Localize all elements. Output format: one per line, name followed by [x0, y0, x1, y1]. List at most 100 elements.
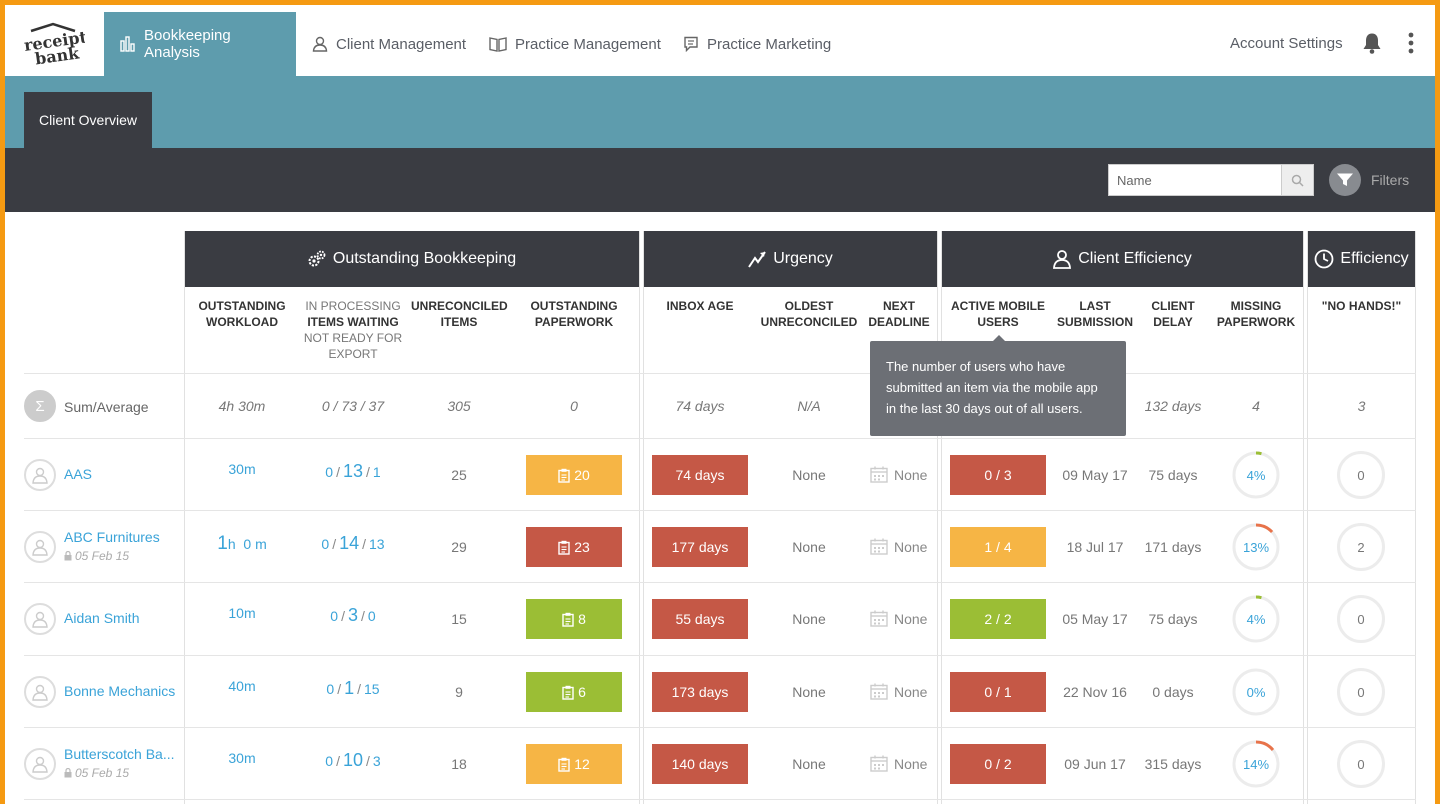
- col-last-submission[interactable]: LAST SUBMISSION: [1055, 298, 1135, 330]
- row-divider: [24, 510, 1416, 511]
- next-deadline-value: None: [870, 755, 927, 772]
- clipboard-icon: [562, 685, 574, 700]
- inbox-age-badge[interactable]: 74 days: [652, 455, 748, 495]
- progress-ring: [1232, 523, 1280, 571]
- group-title: Efficiency: [1340, 250, 1409, 267]
- deadline-text: None: [894, 466, 928, 483]
- mobile-users-badge[interactable]: 2 / 2: [950, 599, 1046, 639]
- nav-bookkeeping-analysis[interactable]: Bookkeeping Analysis: [104, 12, 296, 76]
- receipt-bank-logo[interactable]: receipt bank: [23, 21, 89, 68]
- col-next-deadline[interactable]: NEXT DEADLINE: [865, 298, 933, 330]
- inbox-age-badge[interactable]: 173 days: [652, 672, 748, 712]
- lock-icon: [64, 551, 72, 561]
- clipboard-icon: [558, 468, 570, 483]
- mobile-users-badge[interactable]: 0 / 2: [950, 744, 1046, 784]
- mobile-users-badge[interactable]: 1 / 4: [950, 527, 1046, 567]
- col-label: PAPERWORK: [1216, 315, 1296, 329]
- client-date: 05 Feb 15: [64, 549, 129, 563]
- calendar-icon: [870, 683, 888, 700]
- col-outstanding-paperwork[interactable]: OUTSTANDING PAPERWORK: [520, 298, 628, 330]
- col-unreconciled-items[interactable]: UNRECONCILED ITEMS: [411, 298, 508, 330]
- col-no-hands[interactable]: "NO HANDS!": [1308, 298, 1415, 314]
- client-name-link[interactable]: Bonne Mechanics: [64, 683, 176, 699]
- col-label: DELAY: [1153, 315, 1193, 329]
- deadline-text: None: [894, 755, 928, 772]
- missing-paperwork-ring[interactable]: [1231, 667, 1281, 717]
- notifications-button[interactable]: [1362, 32, 1382, 59]
- paperwork-badge[interactable]: 6: [526, 672, 622, 712]
- col-label: UNRECONCILED: [760, 315, 858, 329]
- deadline-text: None: [894, 683, 928, 700]
- paperwork-badge[interactable]: 23: [526, 527, 622, 567]
- col-oldest-unreconciled[interactable]: OLDEST UNRECONCILED: [757, 298, 861, 330]
- tab-client-overview[interactable]: Client Overview: [24, 92, 152, 148]
- search-input[interactable]: [1109, 165, 1281, 195]
- missing-paperwork-ring[interactable]: [1231, 739, 1281, 789]
- items-not-ready: 1: [372, 464, 381, 480]
- paperwork-count: 23: [574, 539, 590, 555]
- client-name-link[interactable]: ABC Furnitures: [64, 529, 160, 545]
- separator: /: [361, 608, 365, 624]
- missing-paperwork-pct: 0%: [1246, 684, 1266, 700]
- col-label: NEXT: [882, 299, 915, 313]
- items-waiting-value[interactable]: 0/3/0: [295, 605, 411, 635]
- col-client-delay[interactable]: CLIENT DELAY: [1141, 298, 1205, 330]
- col-missing-paperwork[interactable]: MISSING PAPERWORK: [1210, 298, 1302, 330]
- filters-button[interactable]: Filters: [1329, 164, 1409, 196]
- nav-client-management[interactable]: Client Management: [296, 12, 482, 76]
- toolbar: Filters: [5, 148, 1435, 212]
- filter-icon-wrap: [1329, 164, 1361, 196]
- workload-suffix: h 0 m: [227, 536, 267, 552]
- nav-practice-management[interactable]: Practice Management: [473, 12, 677, 76]
- nav-practice-marketing[interactable]: Practice Marketing: [667, 12, 847, 76]
- client-name-link[interactable]: AAS: [64, 466, 93, 482]
- paperwork-count: 12: [574, 756, 590, 772]
- col-inbox-age[interactable]: INBOX AGE: [653, 298, 747, 314]
- items-waiting-value[interactable]: 0/13/1: [295, 461, 411, 491]
- summary-inbox-age: 74 days: [675, 398, 725, 414]
- col-label: WORKLOAD: [206, 315, 278, 329]
- deadline-text: None: [894, 610, 928, 627]
- inbox-age-badge[interactable]: 55 days: [652, 599, 748, 639]
- group-title: Client Efficiency: [1078, 250, 1192, 267]
- col-label: OUTSTANDING: [198, 299, 286, 313]
- client-name-link[interactable]: Aidan Smith: [64, 610, 140, 626]
- search-button[interactable]: [1281, 165, 1313, 195]
- oldest-unreconciled-value: None: [792, 611, 826, 627]
- no-hands-value: 0: [1337, 668, 1385, 716]
- separator: /: [366, 753, 370, 769]
- col-outstanding-workload[interactable]: OUTSTANDING WORKLOAD: [192, 298, 292, 330]
- mobile-users-badge[interactable]: 0 / 3: [950, 455, 1046, 495]
- client-delay-value: 171 days: [1144, 539, 1202, 555]
- nav-label: Client Management: [336, 35, 467, 53]
- no-hands-value: 0: [1337, 740, 1385, 788]
- paperwork-badge[interactable]: 12: [526, 744, 622, 784]
- avatar: [24, 676, 56, 708]
- unreconciled-value: 9: [455, 684, 463, 700]
- inbox-age-badge[interactable]: 140 days: [652, 744, 748, 784]
- client-delay-value: 75 days: [1148, 611, 1198, 627]
- missing-paperwork-ring[interactable]: [1231, 594, 1281, 644]
- workload-main: 30m: [228, 461, 256, 477]
- row-divider: [24, 799, 1416, 800]
- col-items-waiting[interactable]: IN PROCESSING ITEMS WAITING NOT READY FOR E…: [295, 298, 411, 362]
- missing-paperwork-ring[interactable]: [1231, 450, 1281, 500]
- client-name-link[interactable]: Butterscotch Ba...: [64, 746, 175, 762]
- col-active-mobile-users[interactable]: ACTIVE MOBILE USERS: [948, 298, 1048, 330]
- missing-paperwork-ring[interactable]: [1231, 522, 1281, 572]
- items-waiting-value[interactable]: 0/14/13: [295, 533, 411, 563]
- col-label: MISSING: [1230, 299, 1282, 313]
- nav-label: Practice Management: [515, 35, 661, 53]
- items-waiting-value[interactable]: 0/1/15: [295, 678, 411, 708]
- inbox-age-badge[interactable]: 177 days: [652, 527, 748, 567]
- account-settings-link[interactable]: Account Settings: [1230, 35, 1343, 52]
- items-waiting-value[interactable]: 0/10/3: [295, 750, 411, 780]
- last-submission-value: 22 Nov 16: [1063, 684, 1127, 700]
- paperwork-badge[interactable]: 20: [526, 455, 622, 495]
- mobile-users-badge[interactable]: 0 / 1: [950, 672, 1046, 712]
- workload-main: 1: [217, 533, 228, 554]
- group-title: Outstanding Bookkeeping: [332, 250, 517, 267]
- more-options-button[interactable]: [1407, 31, 1415, 60]
- paperwork-badge[interactable]: 8: [526, 599, 622, 639]
- col-label: SUBMISSION: [1056, 315, 1133, 329]
